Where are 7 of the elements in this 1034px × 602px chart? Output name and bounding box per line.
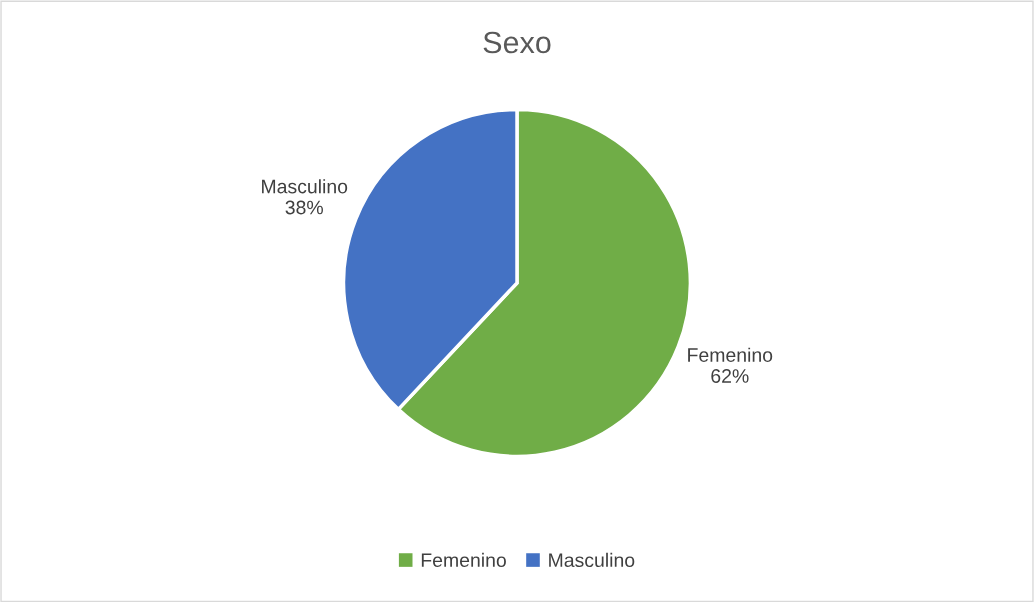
slice-label: Masculino xyxy=(262,179,348,194)
chart-title: Sexo xyxy=(483,31,551,54)
slice-label: Femenino xyxy=(688,347,773,362)
data-label: 38% xyxy=(285,200,323,215)
legend-label: Femenino xyxy=(421,552,506,568)
legend-label: Masculino xyxy=(549,552,635,568)
data-label: 62% xyxy=(711,369,749,383)
